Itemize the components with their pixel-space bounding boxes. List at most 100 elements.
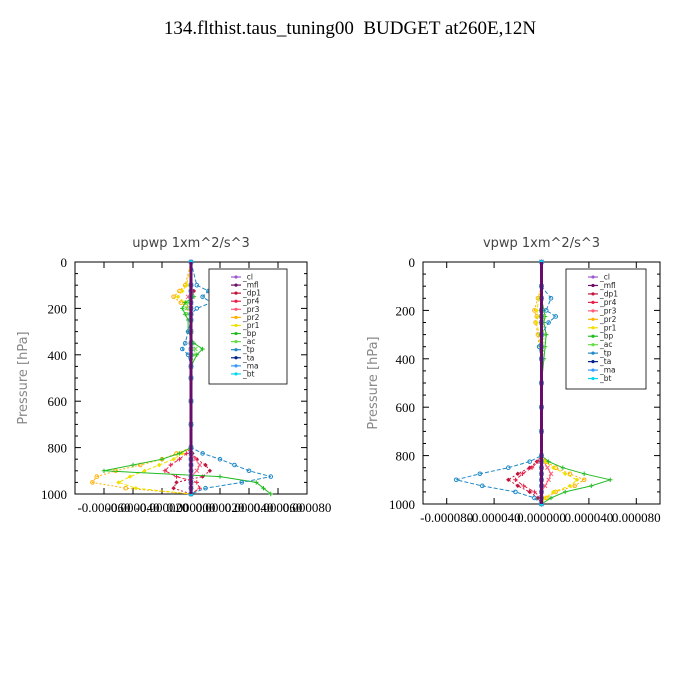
series-point (171, 457, 176, 462)
legend-marker (591, 309, 595, 313)
y-tick-label: 200 (396, 303, 416, 318)
legend-entry-ta: _ta (242, 353, 254, 362)
series-point (515, 483, 520, 489)
series-point (197, 486, 202, 491)
series-point (184, 306, 190, 311)
legend-entry-bt: _bt (242, 369, 255, 378)
y-tick-label: 400 (48, 348, 68, 363)
series-line-tp (456, 262, 557, 505)
series-point (520, 471, 525, 476)
legend-marker (234, 331, 238, 336)
series-point (529, 465, 535, 470)
series-point (194, 480, 199, 485)
chart-panel-1: upwp 1xm^2/s^3 Pressure [hPa] 0 200 400 600 80… (16, 236, 331, 515)
series-point (246, 468, 252, 474)
series-point (589, 483, 594, 489)
series-point (534, 308, 539, 313)
series-point (535, 314, 541, 319)
y-tick-label: 400 (396, 352, 416, 367)
legend-entry-mfl: _mfl (599, 281, 616, 290)
legend-marker (234, 323, 238, 328)
series-point (175, 294, 181, 300)
series-point (200, 294, 205, 300)
y-axis-label: Pressure [hPa] (366, 336, 381, 429)
series-point (180, 306, 185, 311)
legend-marker (591, 283, 595, 288)
series-point (197, 462, 203, 468)
series-point (581, 477, 587, 483)
series-point (532, 489, 537, 495)
series-point (527, 459, 532, 464)
legend-entry-pr3: _pr3 (242, 305, 260, 314)
series-point (171, 294, 176, 300)
series-point (101, 468, 107, 473)
legend-entry-tp: _tp (242, 345, 255, 354)
legend-entry-cl: _cl (242, 273, 253, 282)
series-point (232, 462, 237, 468)
x-tick-label: -0.000020 (135, 500, 188, 515)
y-tick-label: 1000 (41, 487, 67, 502)
series-point (133, 486, 139, 491)
series-point (608, 477, 613, 482)
x-tick-label: 0.000020 (196, 500, 245, 515)
legend-marker (234, 299, 238, 303)
series-point (548, 471, 554, 477)
x-tick-label: -0.000040 (106, 500, 159, 515)
series-point (581, 471, 587, 476)
series-point (174, 480, 179, 485)
legend-marker (234, 372, 238, 376)
series-point (203, 485, 208, 491)
series-point (521, 483, 526, 489)
series-point (479, 483, 485, 489)
legend-entry-pr3: _pr3 (599, 306, 617, 315)
legend-marker (591, 351, 595, 355)
series-point (203, 462, 208, 468)
legend-marker (234, 307, 238, 311)
series-line-pr2 (533, 262, 586, 505)
series-point (200, 346, 205, 352)
series-point (574, 477, 580, 483)
series-point (506, 477, 511, 483)
legend-marker (591, 368, 595, 372)
legend-entry-ac: _ac (599, 340, 612, 349)
legend-entry-pr4: _pr4 (599, 298, 617, 307)
legend-marker (591, 275, 595, 279)
series-point (180, 346, 185, 352)
series-point (90, 480, 95, 485)
series-point (94, 474, 100, 479)
series-point (194, 282, 200, 288)
series-point (239, 480, 245, 485)
series-point (159, 457, 165, 462)
series-point (184, 283, 189, 288)
legend-box (565, 268, 647, 390)
legend-entry-ma: _ma (242, 361, 259, 370)
y-tick-label: 600 (396, 400, 416, 415)
series-point (194, 306, 200, 311)
chart-panel-2: vpwp 1xm^2/s^3 Pressure [hPa] 0 200 400 600 80… (366, 236, 661, 525)
series-point (535, 495, 541, 501)
series-point (548, 495, 554, 501)
series-point (142, 468, 147, 474)
series-point (560, 465, 566, 470)
series-point (182, 340, 188, 346)
series-point (194, 352, 199, 357)
legend-entry-pr1: _pr1 (599, 323, 617, 332)
legend-marker (234, 283, 238, 287)
legend-marker (234, 340, 238, 344)
series-point (183, 312, 188, 317)
panel-title: vpwp 1xm^2/s^3 (483, 236, 600, 251)
series-point (168, 462, 173, 468)
page-title: 134.flthist.taus_tuning00 BUDGET at260E,… (163, 18, 537, 39)
y-tick-label: 600 (48, 394, 68, 409)
series-point (548, 296, 554, 301)
y-tick-label: 200 (48, 301, 68, 316)
legend-entry-tp: _tp (599, 349, 612, 358)
series-point (515, 471, 520, 476)
legend-entry-ta: _ta (599, 357, 611, 366)
x-tick-label: 0.000000 (517, 510, 566, 525)
legend-marker (591, 317, 595, 321)
series-point (130, 462, 136, 468)
series-point (551, 489, 556, 495)
legend-marker (591, 334, 595, 338)
y-tick-label: 1000 (389, 497, 415, 512)
